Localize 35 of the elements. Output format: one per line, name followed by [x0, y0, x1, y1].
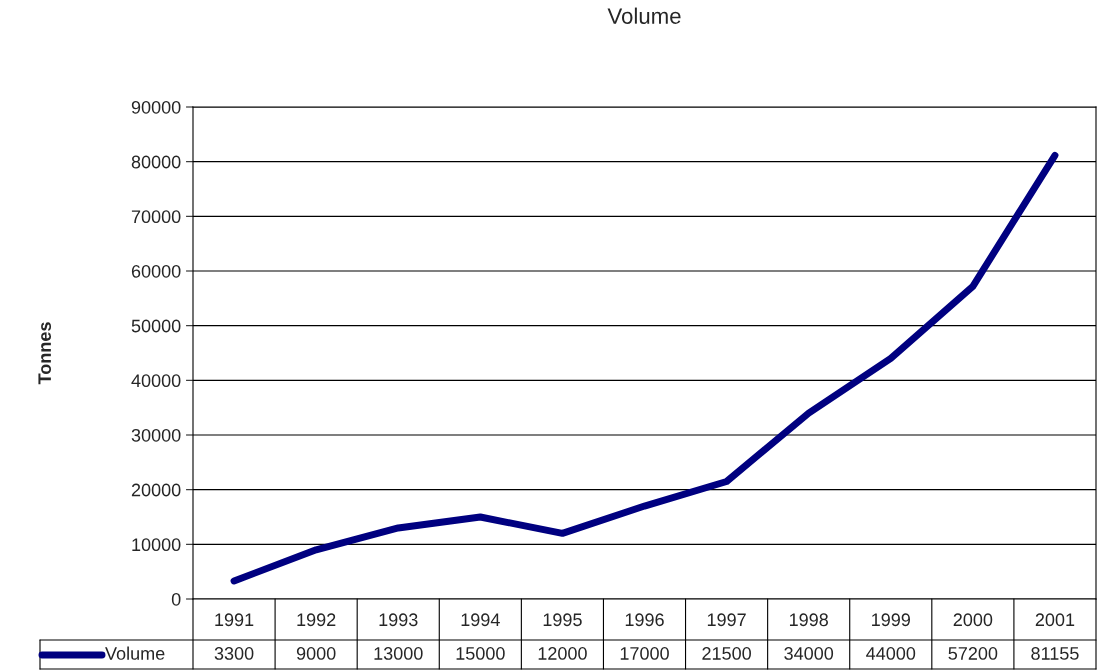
data-label: 9000 [296, 647, 336, 660]
data-label: 12000 [538, 647, 587, 660]
x-tick-label: 1998 [789, 613, 828, 627]
legend-label: Volume [105, 646, 165, 660]
y-tick-label: 40000 [131, 374, 181, 388]
y-tick-label: 60000 [131, 264, 181, 278]
y-axis-title: Tonnes [38, 322, 52, 385]
x-tick-label: 1997 [707, 613, 746, 627]
data-label: 57200 [948, 647, 998, 660]
x-tick-label: 1995 [543, 613, 582, 627]
y-tick-label: 0 [171, 592, 181, 606]
x-tick-label: 2001 [1035, 613, 1075, 627]
y-tick-label: 20000 [131, 483, 181, 497]
x-tick-label: 2000 [953, 613, 993, 627]
chart-title: Volume [607, 7, 681, 24]
data-label: 17000 [620, 647, 669, 660]
data-label: 21500 [702, 647, 751, 660]
x-tick-label: 1992 [297, 613, 336, 627]
x-tick-label: 1999 [872, 613, 910, 627]
data-label: 13000 [374, 647, 423, 660]
y-tick-label: 70000 [131, 210, 181, 224]
x-tick-label: 1991 [215, 613, 254, 627]
y-tick-label: 50000 [131, 319, 181, 333]
data-label: 15000 [456, 647, 505, 660]
y-tick-label: 10000 [132, 538, 181, 552]
y-tick-label: 80000 [131, 155, 181, 169]
data-label: 81155 [1031, 647, 1079, 660]
data-label: 3300 [214, 647, 254, 660]
data-label: 44000 [866, 647, 916, 660]
x-tick-label: 1994 [461, 613, 500, 627]
data-label: 34000 [784, 647, 834, 660]
y-tick-label: 30000 [131, 428, 181, 442]
x-tick-label: 1993 [379, 613, 418, 627]
y-tick-label: 90000 [131, 100, 181, 114]
x-tick-label: 1996 [625, 613, 664, 627]
